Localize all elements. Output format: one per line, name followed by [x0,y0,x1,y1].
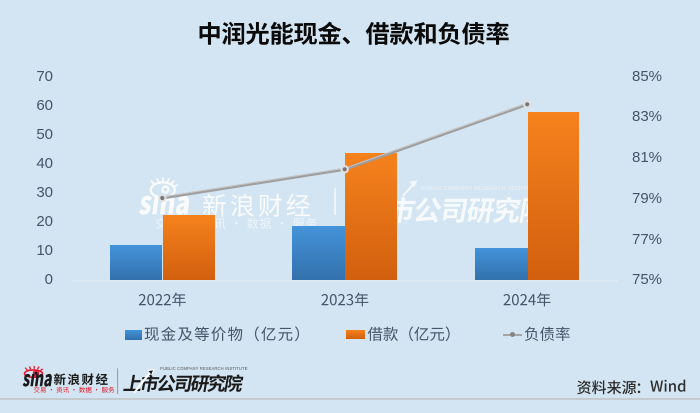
svg-text:PUBLIC COMPANY RESEARCH INSTIT: PUBLIC COMPANY RESEARCH INSTITUTE [160,366,248,371]
svg-text:PUBLIC COMPANY RESEARCH INSTIT: PUBLIC COMPANY RESEARCH INSTITUTE [421,186,538,192]
